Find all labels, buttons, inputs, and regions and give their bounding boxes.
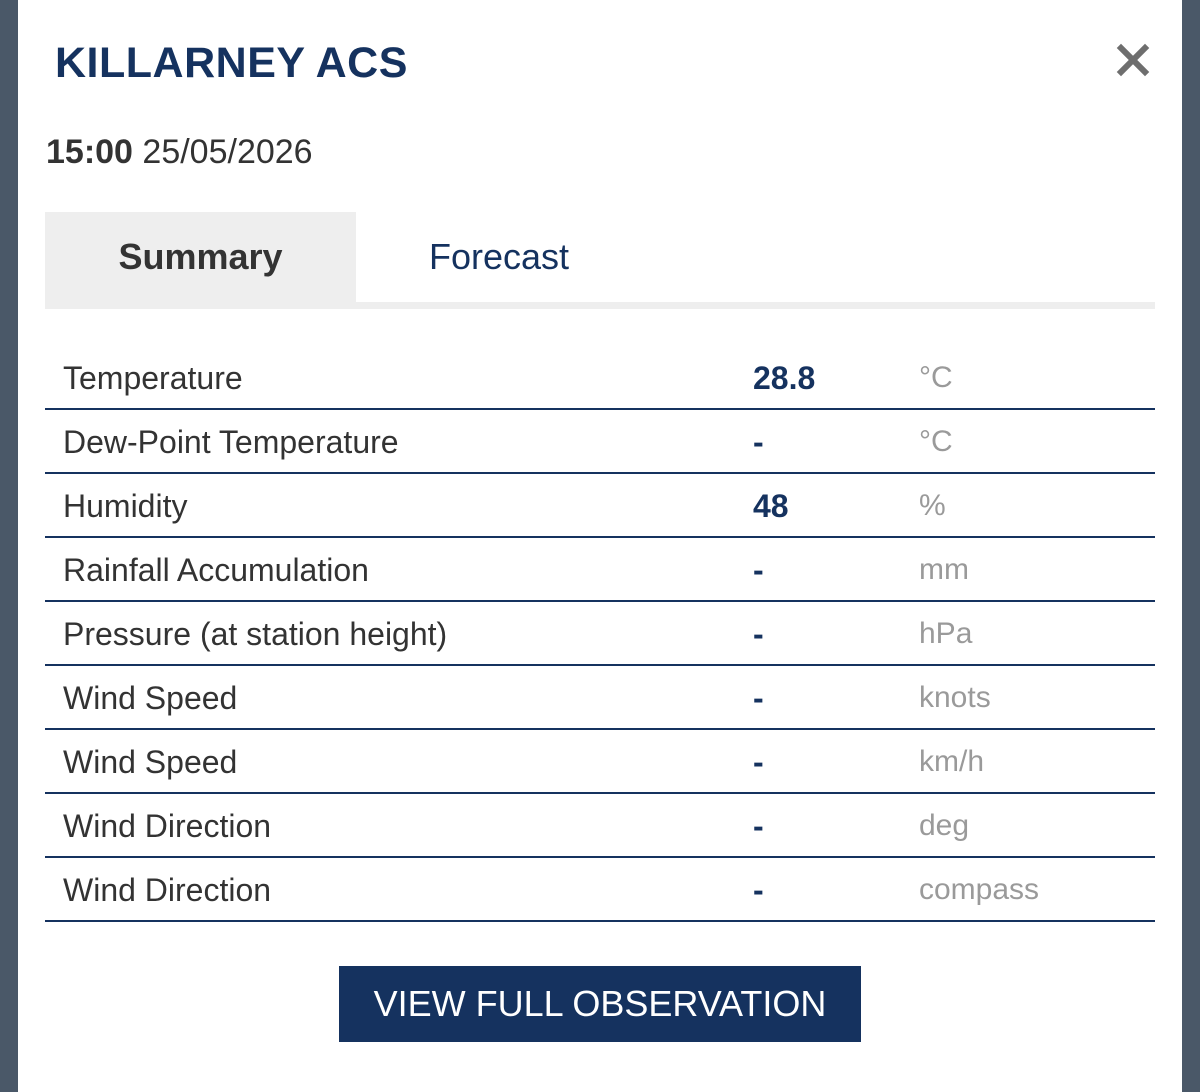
row-value: - bbox=[753, 680, 764, 716]
row-label: Dew-Point Temperature bbox=[63, 424, 399, 460]
tab-forecast[interactable]: Forecast bbox=[428, 236, 570, 277]
row-label: Humidity bbox=[63, 488, 188, 524]
table-row: Dew-Point Temperature - °C bbox=[45, 410, 1155, 474]
row-value: 48 bbox=[753, 488, 789, 524]
station-title: KILLARNEY ACS bbox=[55, 39, 408, 87]
row-label: Wind Speed bbox=[63, 680, 238, 716]
close-button[interactable] bbox=[1113, 40, 1153, 80]
row-unit: mm bbox=[919, 553, 969, 586]
row-value: - bbox=[753, 424, 764, 460]
table-row: Wind Speed - km/h bbox=[45, 730, 1155, 794]
observation-table: Temperature 28.8 °C Dew-Point Temperatur… bbox=[45, 346, 1155, 922]
observation-time: 15:00 bbox=[46, 133, 133, 171]
table-row: Wind Direction - compass bbox=[45, 858, 1155, 922]
tab-bar: Summary Forecast bbox=[45, 212, 1155, 309]
row-value: - bbox=[753, 808, 764, 844]
row-label: Rainfall Accumulation bbox=[63, 552, 369, 588]
row-value: 28.8 bbox=[753, 360, 816, 396]
row-unit: knots bbox=[919, 681, 991, 714]
row-label: Wind Direction bbox=[63, 808, 272, 844]
table-row: Pressure (at station height) - hPa bbox=[45, 602, 1155, 666]
table-row: Wind Speed - knots bbox=[45, 666, 1155, 730]
row-unit: compass bbox=[919, 873, 1040, 906]
observation-datetime: 15:00 25/05/2026 bbox=[46, 130, 313, 174]
row-label: Pressure (at station height) bbox=[63, 616, 448, 652]
table-row: Rainfall Accumulation - mm bbox=[45, 538, 1155, 602]
table-row: Wind Direction - deg bbox=[45, 794, 1155, 858]
row-unit: km/h bbox=[919, 745, 985, 778]
table-row: Humidity 48 % bbox=[45, 474, 1155, 538]
row-value: - bbox=[753, 616, 764, 652]
row-value: - bbox=[753, 872, 764, 908]
row-label: Temperature bbox=[63, 360, 243, 396]
row-unit: % bbox=[919, 489, 946, 522]
row-unit: deg bbox=[919, 809, 970, 842]
close-icon bbox=[1116, 43, 1150, 77]
row-unit: °C bbox=[919, 425, 953, 458]
row-unit: °C bbox=[919, 361, 953, 394]
row-unit: hPa bbox=[919, 617, 973, 650]
table-row: Temperature 28.8 °C bbox=[45, 346, 1155, 410]
observation-panel: KILLARNEY ACS 15:00 25/05/2026 Summary F… bbox=[18, 0, 1182, 1092]
row-value: - bbox=[753, 744, 764, 780]
observation-date: 25/05/2026 bbox=[142, 133, 313, 171]
view-full-observation-button[interactable]: VIEW FULL OBSERVATION bbox=[339, 966, 861, 1042]
row-value: - bbox=[753, 552, 764, 588]
row-label: Wind Speed bbox=[63, 744, 238, 780]
tab-summary[interactable]: Summary bbox=[45, 212, 356, 302]
row-label: Wind Direction bbox=[63, 872, 272, 908]
